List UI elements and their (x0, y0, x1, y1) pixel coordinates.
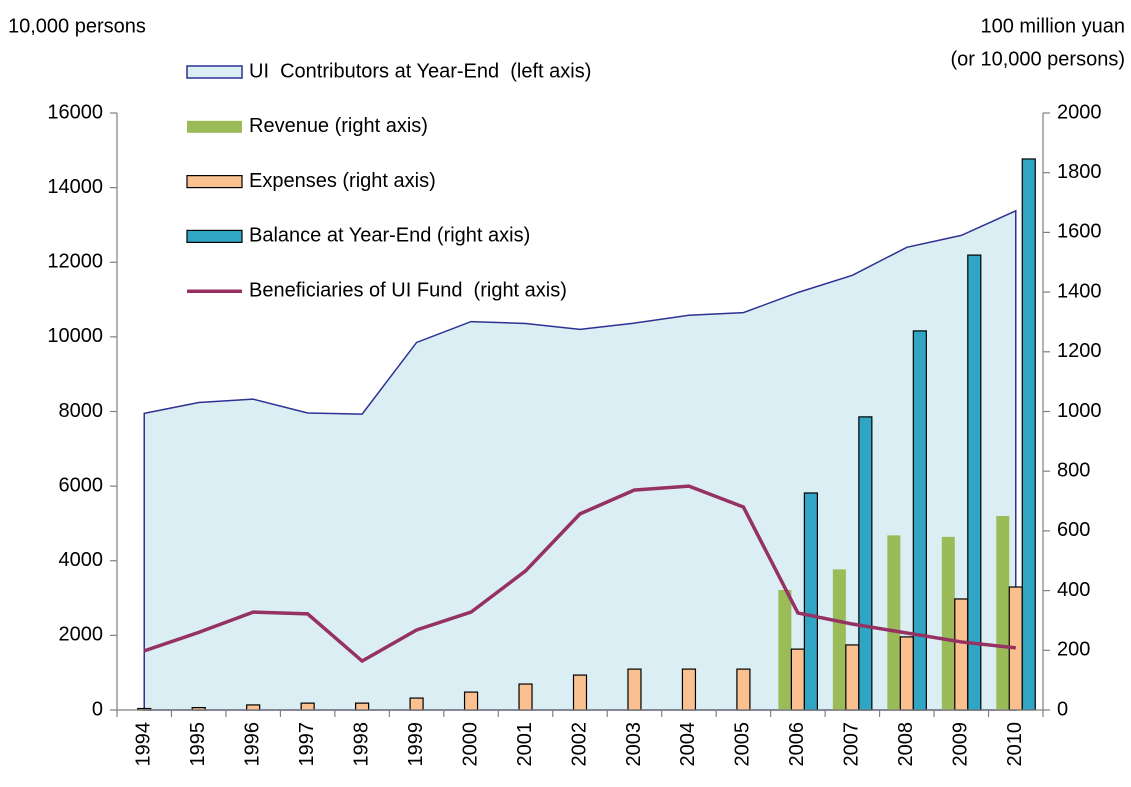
y2-tick-label: 200 (1057, 639, 1090, 661)
y2-tick-label: 1000 (1057, 400, 1102, 422)
x-tick-label: 2004 (677, 722, 699, 767)
bar (681, 668, 697, 711)
x-tick-label: 2010 (1004, 722, 1026, 767)
bar (355, 702, 370, 711)
y-tick-label: 16000 (47, 101, 103, 123)
x-tick-label: 1995 (187, 722, 209, 767)
bar (463, 691, 479, 711)
x-tick-label: 2000 (459, 722, 481, 767)
x-tick-label: 1994 (133, 722, 155, 767)
x-tick-label: 2001 (514, 722, 536, 767)
bar (246, 704, 261, 711)
legend-label: Revenue (right axis) (249, 115, 428, 137)
y2-tick-label: 400 (1057, 579, 1090, 601)
legend-label: Balance at Year-End (right axis) (249, 225, 530, 247)
x-tick-label: 1997 (296, 722, 318, 767)
y-tick-label: 8000 (59, 400, 104, 422)
legend-label: Beneficiaries of UI Fund (right axis) (249, 279, 567, 301)
y-axis-title: 10,000 persons (8, 15, 146, 37)
y2-tick-label: 2000 (1057, 101, 1102, 123)
area (143, 209, 1017, 711)
y2-tick-label: 1800 (1057, 161, 1102, 183)
bar (409, 697, 424, 711)
bar (790, 648, 805, 711)
bar (803, 492, 818, 711)
y2-tick-label: 1200 (1057, 340, 1102, 362)
x-tick-label: 2005 (732, 722, 754, 767)
y-tick-label: 14000 (47, 176, 103, 198)
bar (941, 536, 955, 710)
y2-tick-label: 1400 (1057, 280, 1102, 302)
bar (300, 702, 315, 711)
y2-tick-label: 0 (1057, 698, 1068, 720)
y-tick-label: 2000 (59, 624, 104, 646)
bar (858, 416, 873, 711)
bar (572, 674, 588, 711)
bar (518, 683, 533, 711)
y2-tick-label: 1600 (1057, 221, 1102, 243)
x-tick-label: 2006 (786, 722, 808, 767)
bar (832, 569, 846, 710)
legend-swatch (186, 175, 243, 189)
y-tick-label: 4000 (59, 549, 104, 571)
y2-tick-label: 600 (1057, 519, 1090, 541)
y2-axis-title: (or 10,000 persons) (950, 48, 1125, 70)
x-tick-label: 2002 (568, 722, 590, 767)
y-tick-label: 0 (92, 698, 103, 720)
x-tick-label: 2008 (895, 722, 917, 767)
bar (887, 535, 901, 710)
bar (736, 668, 751, 711)
x-tick-label: 2007 (841, 722, 863, 767)
y-tick-label: 10000 (47, 325, 103, 347)
bar (627, 668, 642, 711)
y2-axis-title: 100 million yuan (980, 15, 1125, 37)
line (143, 484, 1016, 664)
x-tick-label: 1998 (350, 722, 372, 767)
bar (899, 636, 914, 711)
bar (778, 590, 792, 710)
bar (912, 330, 927, 711)
x-tick-label: 1999 (405, 722, 427, 767)
x-tick-label: 2003 (623, 722, 645, 767)
bar (996, 515, 1010, 710)
y-tick-label: 6000 (59, 474, 104, 496)
legend-label: Expenses (right axis) (249, 170, 436, 192)
legend-swatch (187, 120, 242, 133)
bar (954, 598, 969, 711)
legend-swatch (186, 229, 243, 243)
bar (845, 644, 860, 711)
y2-tick-label: 800 (1057, 459, 1090, 481)
x-tick-label: 2009 (950, 722, 972, 767)
x-tick-label: 1996 (241, 722, 263, 767)
legend-label: UI Contributors at Year-End (left axis) (249, 60, 591, 82)
y-tick-label: 12000 (47, 251, 103, 273)
bar (1021, 158, 1036, 711)
legend-swatch (186, 65, 243, 79)
